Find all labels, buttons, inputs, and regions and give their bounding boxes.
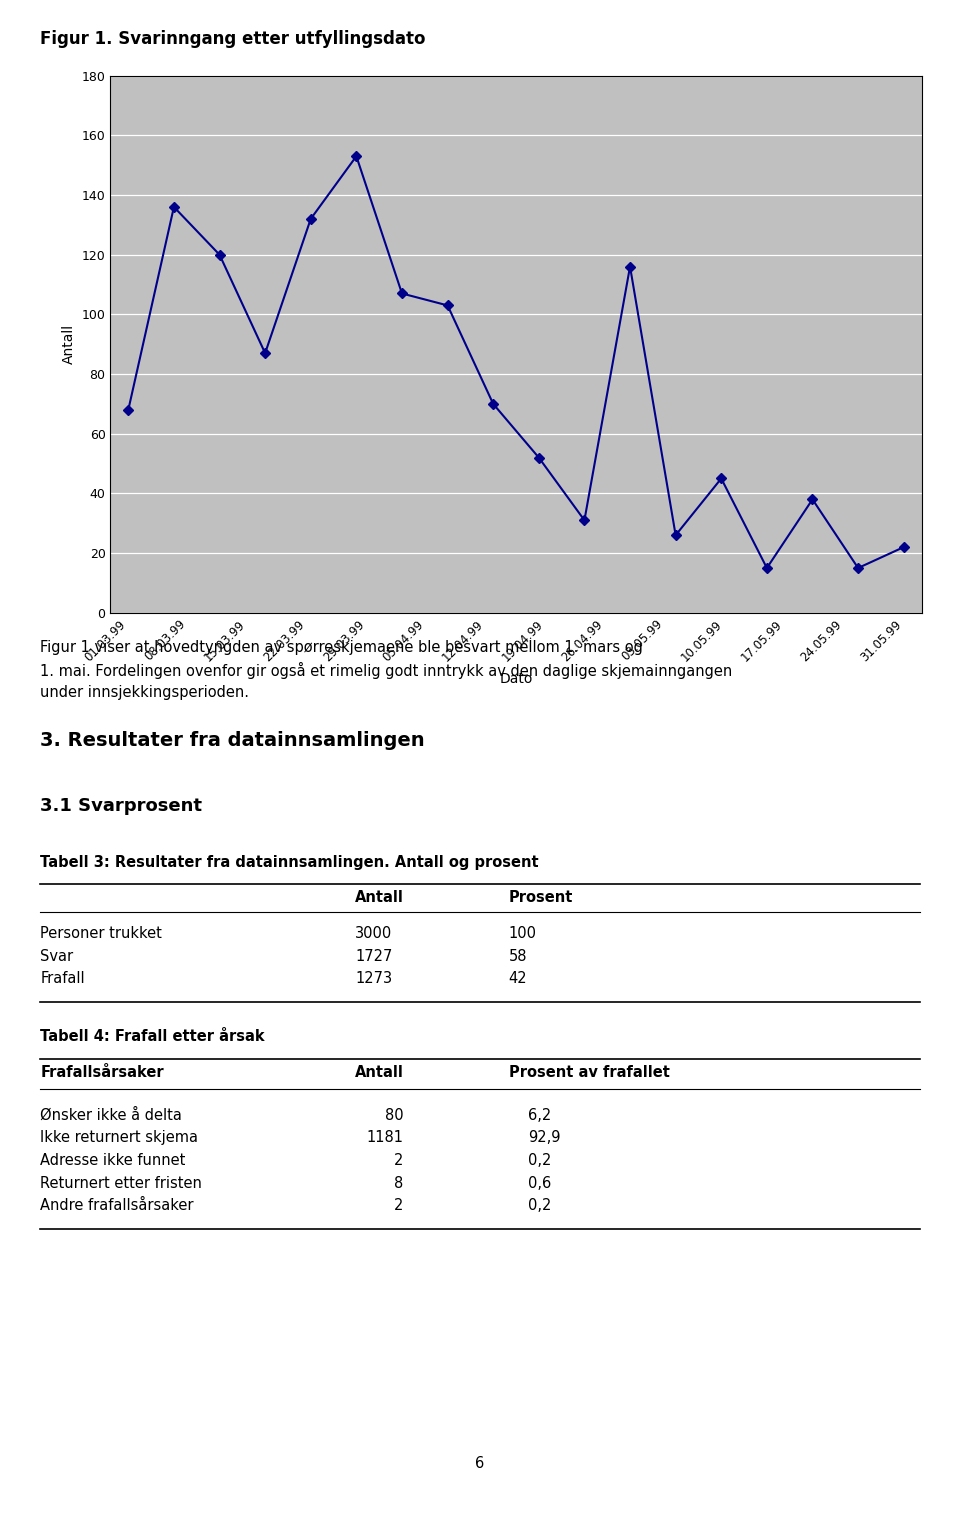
Text: Adresse ikke funnet: Adresse ikke funnet: [40, 1153, 185, 1168]
Text: Antall: Antall: [355, 890, 404, 905]
Text: 58: 58: [509, 949, 527, 964]
Text: Prosent: Prosent: [509, 890, 573, 905]
Text: 6: 6: [475, 1456, 485, 1471]
Text: 1727: 1727: [355, 949, 393, 964]
Text: 8: 8: [394, 1176, 403, 1191]
Text: Personer trukket: Personer trukket: [40, 926, 162, 941]
Text: 80: 80: [385, 1108, 403, 1123]
Text: 0,2: 0,2: [528, 1198, 551, 1213]
Text: Svar: Svar: [40, 949, 74, 964]
X-axis label: Dato: Dato: [499, 672, 533, 687]
Text: Ikke returnert skjema: Ikke returnert skjema: [40, 1130, 199, 1145]
Text: Prosent av frafallet: Prosent av frafallet: [509, 1065, 670, 1080]
Text: 2: 2: [394, 1198, 403, 1213]
Text: 1181: 1181: [366, 1130, 403, 1145]
Text: Tabell 4: Frafall etter årsak: Tabell 4: Frafall etter årsak: [40, 1029, 265, 1044]
Y-axis label: Antall: Antall: [62, 324, 76, 365]
Text: Returnert etter fristen: Returnert etter fristen: [40, 1176, 203, 1191]
Text: 3. Resultater fra datainnsamlingen: 3. Resultater fra datainnsamlingen: [40, 731, 425, 750]
Text: 92,9: 92,9: [528, 1130, 561, 1145]
Text: 100: 100: [509, 926, 537, 941]
Text: Frafall: Frafall: [40, 971, 84, 986]
Text: Antall: Antall: [355, 1065, 404, 1080]
Text: 1273: 1273: [355, 971, 393, 986]
Text: Ønsker ikke å delta: Ønsker ikke å delta: [40, 1108, 182, 1123]
Text: 0,6: 0,6: [528, 1176, 551, 1191]
Text: 3.1 Svarprosent: 3.1 Svarprosent: [40, 797, 203, 816]
Text: 42: 42: [509, 971, 527, 986]
Text: 3000: 3000: [355, 926, 393, 941]
Text: 6,2: 6,2: [528, 1108, 551, 1123]
Text: Frafallsårsaker: Frafallsårsaker: [40, 1065, 164, 1080]
Text: 0,2: 0,2: [528, 1153, 551, 1168]
Text: 2: 2: [394, 1153, 403, 1168]
Text: Andre frafallsårsaker: Andre frafallsårsaker: [40, 1198, 194, 1213]
Text: Figur 1 viser at hovedtyngden av spørreskjemaene ble besvart mellom 1. mars og
1: Figur 1 viser at hovedtyngden av spørres…: [40, 640, 732, 701]
Text: Tabell 3: Resultater fra datainnsamlingen. Antall og prosent: Tabell 3: Resultater fra datainnsamlinge…: [40, 855, 539, 870]
Text: Figur 1. Svarinngang etter utfyllingsdato: Figur 1. Svarinngang etter utfyllingsdat…: [40, 30, 426, 48]
